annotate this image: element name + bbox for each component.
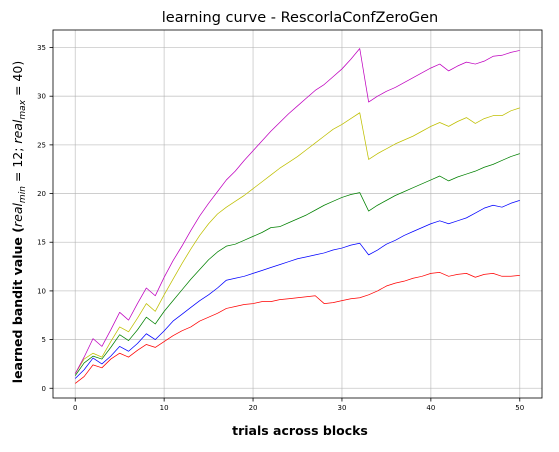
x-tick-label: 40 <box>426 404 435 412</box>
series-line-2 <box>74 200 520 379</box>
plot-area-frame <box>52 29 543 399</box>
y-tick-label: 35 <box>37 44 46 52</box>
x-axis-label: trials across blocks <box>232 423 368 438</box>
y-axis-label-realmin-base: real <box>10 203 25 227</box>
series-line-5 <box>74 48 520 374</box>
x-tick-label: 50 <box>515 404 524 412</box>
y-tick-label: 30 <box>37 93 46 101</box>
series-lines <box>74 48 520 384</box>
x-tick-label: 0 <box>73 404 77 412</box>
y-axis-label-realmax-value: = 40) <box>10 61 25 100</box>
x-tick-label: 10 <box>160 404 169 412</box>
y-tick-label: 5 <box>42 336 46 344</box>
y-tick-label: 15 <box>37 239 46 247</box>
y-tick-label: 0 <box>42 385 46 393</box>
y-axis-label-realmax-base: real <box>10 119 25 143</box>
y-axis-label-realmax-sub: max <box>18 99 28 119</box>
x-tick-label: 30 <box>337 404 346 412</box>
y-tick-label: 25 <box>37 141 46 149</box>
y-axis-label: learned bandit value (realmin = 12; real… <box>10 61 28 383</box>
y-axis-label-prefix: learned bandit value ( <box>10 227 25 383</box>
y-tick-label: 10 <box>37 287 46 295</box>
series-line-3 <box>74 153 520 376</box>
axis-ticks: 0 10 20 30 40 50 0 5 10 15 20 25 30 35 <box>37 44 524 412</box>
series-line-1 <box>75 272 520 384</box>
grid <box>53 30 542 398</box>
x-tick-label: 20 <box>249 404 258 412</box>
y-axis-label-realmin-sub: min <box>18 186 28 203</box>
series-line-4 <box>74 107 520 374</box>
y-tick-label: 20 <box>37 190 46 198</box>
y-axis-label-realmin-value: = 12; <box>10 144 25 187</box>
chart-title: learning curve - RescorlaConfZeroGen <box>162 10 438 26</box>
